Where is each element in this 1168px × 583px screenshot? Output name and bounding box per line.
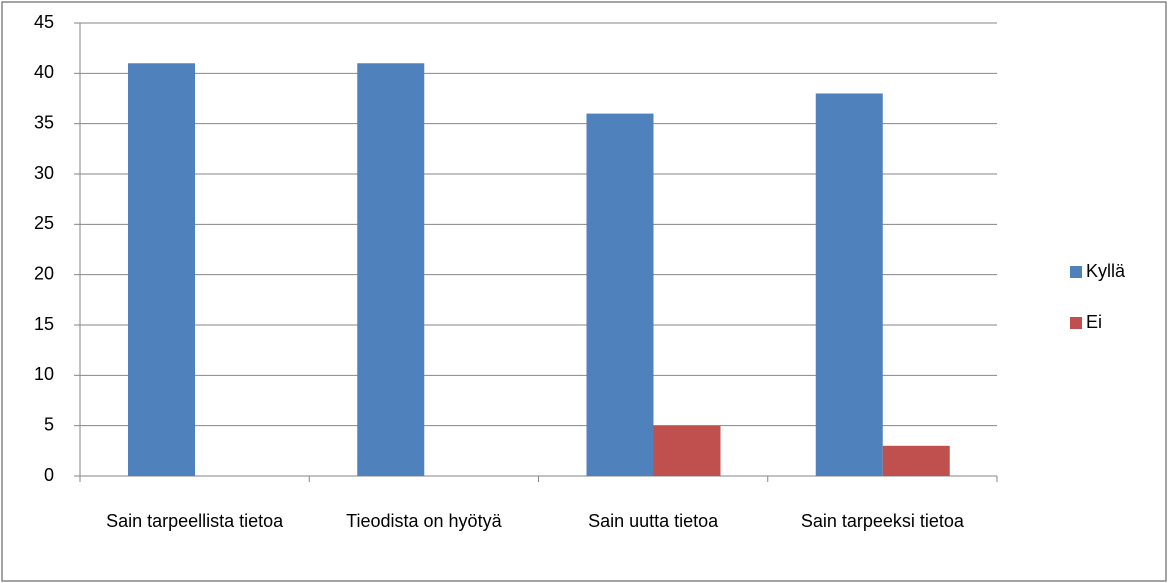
- legend-label: Kyllä: [1086, 261, 1126, 281]
- x-tick-label: Sain uutta tietoa: [588, 511, 719, 531]
- y-tick-label: 15: [34, 314, 54, 334]
- bar: [128, 63, 195, 477]
- bar: [357, 63, 425, 477]
- x-tick-label: Sain tarpeeksi tietoa: [800, 511, 964, 531]
- y-tick-label: 20: [34, 263, 54, 283]
- y-tick-label: 40: [34, 62, 54, 82]
- y-tick-label: 0: [44, 465, 54, 485]
- y-tick-label: 5: [44, 414, 54, 434]
- bar: [653, 425, 721, 476]
- bar: [815, 93, 883, 476]
- y-tick-label: 35: [34, 112, 54, 132]
- bar: [882, 445, 950, 476]
- legend-swatch: [1070, 266, 1082, 278]
- y-tick-label: 30: [34, 163, 54, 183]
- legend-label: Ei: [1086, 312, 1102, 332]
- y-tick-label: 10: [34, 364, 54, 384]
- x-tick-label: Tieodista on hyötyä: [346, 511, 502, 531]
- legend-swatch: [1070, 317, 1082, 329]
- x-tick-label: Sain tarpeellista tietoa: [106, 511, 284, 531]
- y-tick-label: 45: [34, 12, 54, 32]
- y-tick-label: 25: [34, 213, 54, 233]
- bar: [586, 113, 654, 476]
